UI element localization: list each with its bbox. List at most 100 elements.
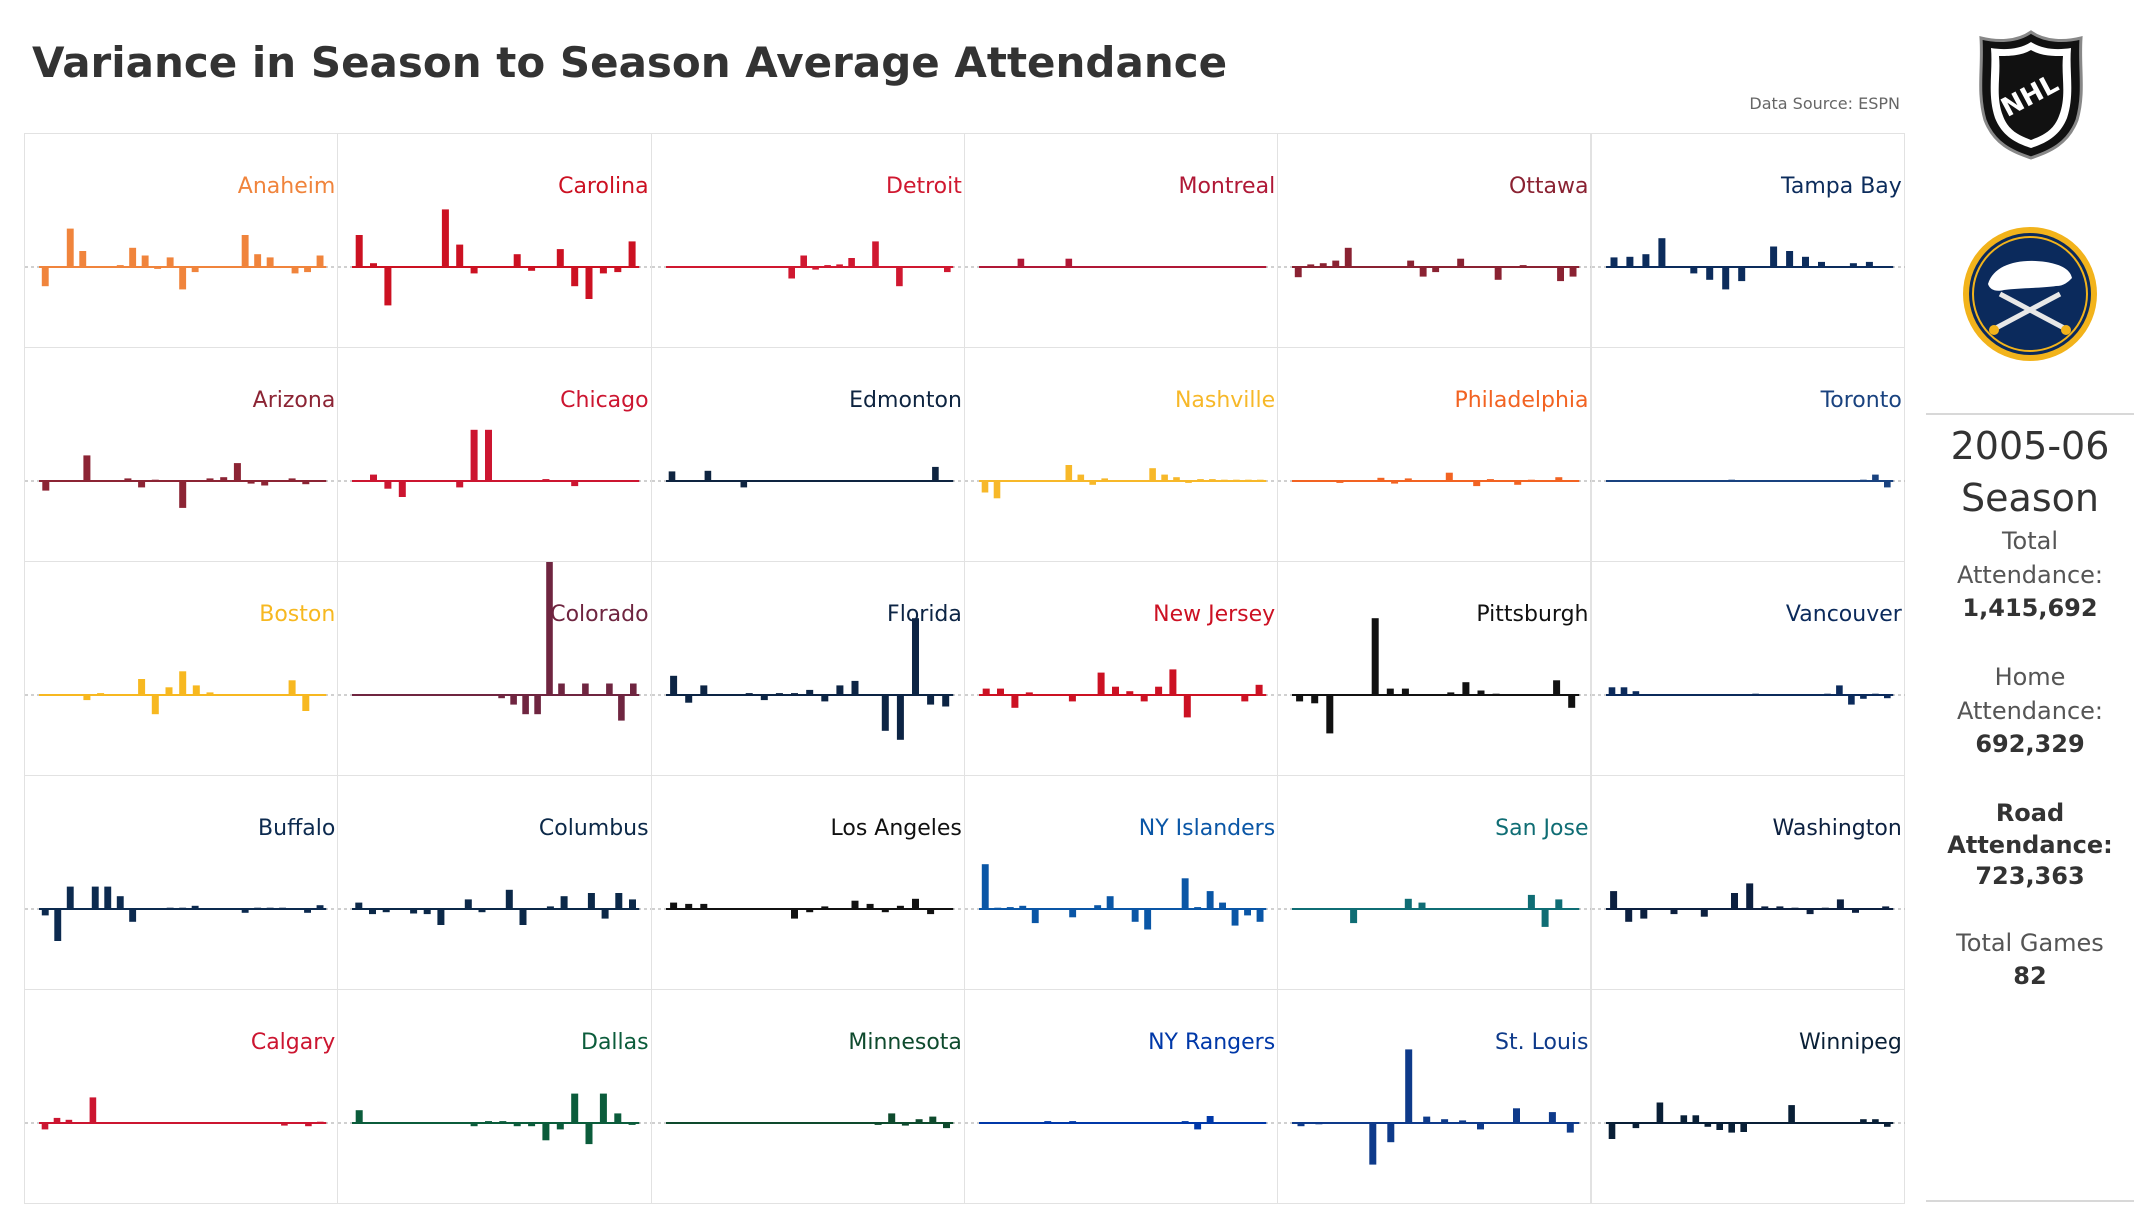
team-bar-chart — [338, 1093, 652, 1145]
total-attendance-label-line2: Attendance: — [1957, 561, 2103, 589]
variance-bar — [304, 267, 311, 273]
variance-bar — [1181, 1121, 1189, 1123]
variance-bar — [247, 481, 255, 484]
team-panel: San Jose — [1277, 775, 1592, 990]
variance-bar — [498, 695, 506, 699]
variance-bar — [266, 257, 274, 267]
variance-bar — [1569, 267, 1577, 277]
variance-bar — [1208, 479, 1216, 481]
variance-bar — [1639, 909, 1647, 919]
variance-bar — [166, 257, 174, 267]
team-bar-chart — [1278, 472, 1592, 487]
variance-bar — [600, 1093, 608, 1123]
variance-bar — [291, 267, 299, 274]
team-name: Columbus — [538, 816, 649, 841]
variance-bar — [1432, 267, 1440, 273]
variance-bar — [835, 264, 843, 267]
variance-bar — [1006, 907, 1014, 909]
team-name: Vancouver — [1785, 602, 1902, 627]
variance-bar — [1307, 264, 1315, 267]
variance-bar — [1402, 688, 1410, 695]
variance-bar — [1391, 481, 1399, 484]
variance-bar — [1566, 1123, 1574, 1133]
data-source-note: Data Source: ESPN — [1749, 94, 1900, 113]
variance-bar — [699, 903, 707, 909]
variance-bar — [1859, 695, 1867, 699]
variance-bar — [668, 471, 675, 481]
variance-bar — [370, 474, 378, 481]
variance-bar — [557, 249, 565, 267]
team-name: Dallas — [581, 1030, 649, 1055]
variance-bar — [506, 889, 514, 909]
team-name: Montreal — [1178, 174, 1276, 199]
variance-bar — [787, 267, 795, 279]
variance-bar — [823, 265, 831, 267]
team-bar-chart — [964, 465, 1279, 499]
variance-bar — [513, 254, 521, 267]
variance-bar — [534, 695, 542, 715]
variance-bar — [1183, 695, 1191, 718]
team-panel: Winnipeg — [1590, 989, 1905, 1204]
variance-bar — [206, 478, 214, 481]
variance-bar — [233, 463, 241, 481]
variance-bar — [618, 695, 625, 721]
variance-bar — [1065, 258, 1072, 267]
variance-bar — [1487, 479, 1495, 481]
team-panel: Dallas — [337, 989, 652, 1204]
variance-bar — [1513, 1108, 1521, 1123]
team-bar-chart — [964, 864, 1279, 930]
team-panel: Toronto — [1590, 347, 1905, 562]
team-bar-chart — [651, 466, 965, 488]
variance-bar — [1377, 477, 1385, 481]
variance-bar — [684, 903, 692, 909]
variance-bar — [928, 1116, 936, 1123]
variance-bar — [1704, 1123, 1711, 1127]
variance-bar — [66, 228, 74, 267]
variance-bar — [1883, 1123, 1891, 1127]
variance-bar — [1371, 618, 1379, 695]
variance-bar — [699, 685, 707, 695]
variance-bar — [1817, 261, 1825, 267]
variance-bar — [1859, 1119, 1867, 1123]
team-bar-chart — [1591, 883, 1905, 922]
variance-bar — [887, 1113, 895, 1123]
variance-bar — [1197, 479, 1204, 481]
variance-bar — [1111, 686, 1119, 695]
variance-bar — [254, 254, 262, 267]
variance-bar — [1519, 265, 1527, 267]
variance-bar — [1608, 687, 1615, 695]
variance-bar — [316, 905, 324, 909]
variance-bar — [1069, 1121, 1076, 1123]
variance-bar — [192, 685, 200, 695]
variance-bar — [1019, 905, 1027, 909]
variance-bar — [915, 1119, 923, 1123]
variance-bar — [1369, 1123, 1377, 1165]
team-name: Arizona — [252, 388, 336, 413]
variance-bar — [423, 909, 431, 915]
team-panel: Chicago — [337, 347, 652, 562]
variance-bar — [1332, 260, 1340, 267]
variance-bar — [1745, 883, 1753, 909]
variance-bar — [1836, 899, 1844, 909]
variance-bar — [805, 909, 813, 913]
team-panel: NY Rangers — [963, 989, 1279, 1204]
variance-bar — [1011, 695, 1019, 708]
team-name: Calgary — [250, 1030, 336, 1055]
variance-bar — [1161, 474, 1168, 481]
variance-bar — [760, 695, 768, 701]
variance-bar — [54, 909, 62, 941]
variance-bar — [820, 906, 828, 909]
variance-bar — [1549, 1112, 1557, 1123]
variance-bar — [1883, 695, 1891, 699]
variance-bar — [1700, 909, 1708, 917]
variance-bar — [1089, 481, 1096, 485]
team-bar-chart — [1278, 894, 1592, 927]
variance-bar — [571, 481, 579, 487]
variance-bar — [994, 907, 1002, 909]
variance-bar — [1775, 906, 1783, 909]
variance-bar — [288, 478, 296, 481]
variance-bar — [1553, 680, 1561, 695]
variance-bar — [485, 429, 493, 481]
variance-bar — [266, 907, 274, 909]
variance-bar — [1404, 898, 1412, 909]
